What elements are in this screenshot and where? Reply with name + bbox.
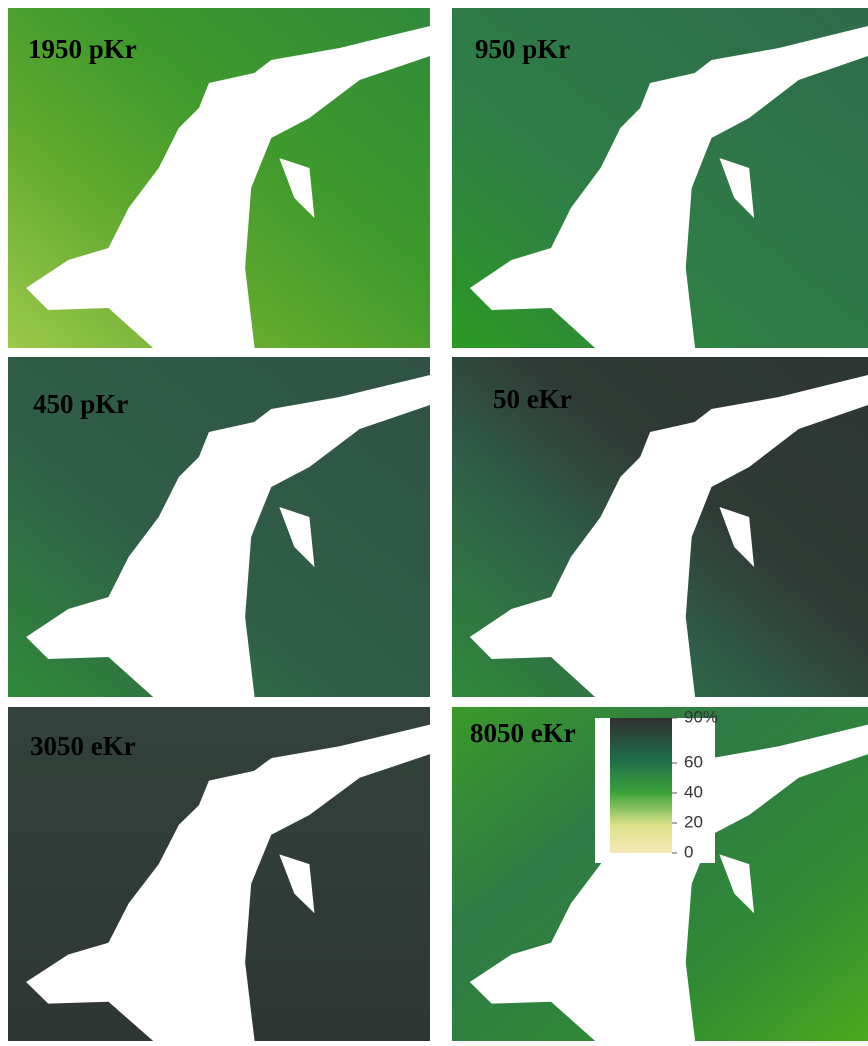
map-panel: 3050 eKr [8, 707, 430, 1046]
colorbar-tick-label: 0 [684, 842, 693, 861]
panel-label: 950 pKr [475, 34, 570, 64]
panel-label: 3050 eKr [30, 731, 136, 761]
colorbar-tick-label: 20 [684, 812, 703, 831]
map-panel: 1950 pKr [8, 8, 430, 353]
colorbar: 90% 60 40 20 0 [595, 707, 718, 863]
figure: 1950 pKr 950 pKr 450 pKr 50 eKr 3050 eKr 8050… [0, 0, 868, 1046]
map-panel: 950 pKr [452, 8, 868, 353]
colorbar-tick-label: 90% [684, 707, 718, 726]
colorbar-ramp [610, 718, 672, 853]
colorbar-tick-label: 40 [684, 782, 703, 801]
map-panel: 450 pKr [8, 357, 430, 702]
panel-label: 50 eKr [493, 384, 572, 414]
panel-label: 450 pKr [33, 389, 128, 419]
panel-label: 8050 eKr [470, 718, 576, 748]
colorbar-tick-label: 60 [684, 752, 703, 771]
panel-label: 1950 pKr [28, 34, 137, 64]
panels: 1950 pKr 950 pKr 450 pKr 50 eKr 3050 eKr 8050… [8, 8, 868, 1046]
map-panel: 50 eKr [452, 357, 868, 702]
